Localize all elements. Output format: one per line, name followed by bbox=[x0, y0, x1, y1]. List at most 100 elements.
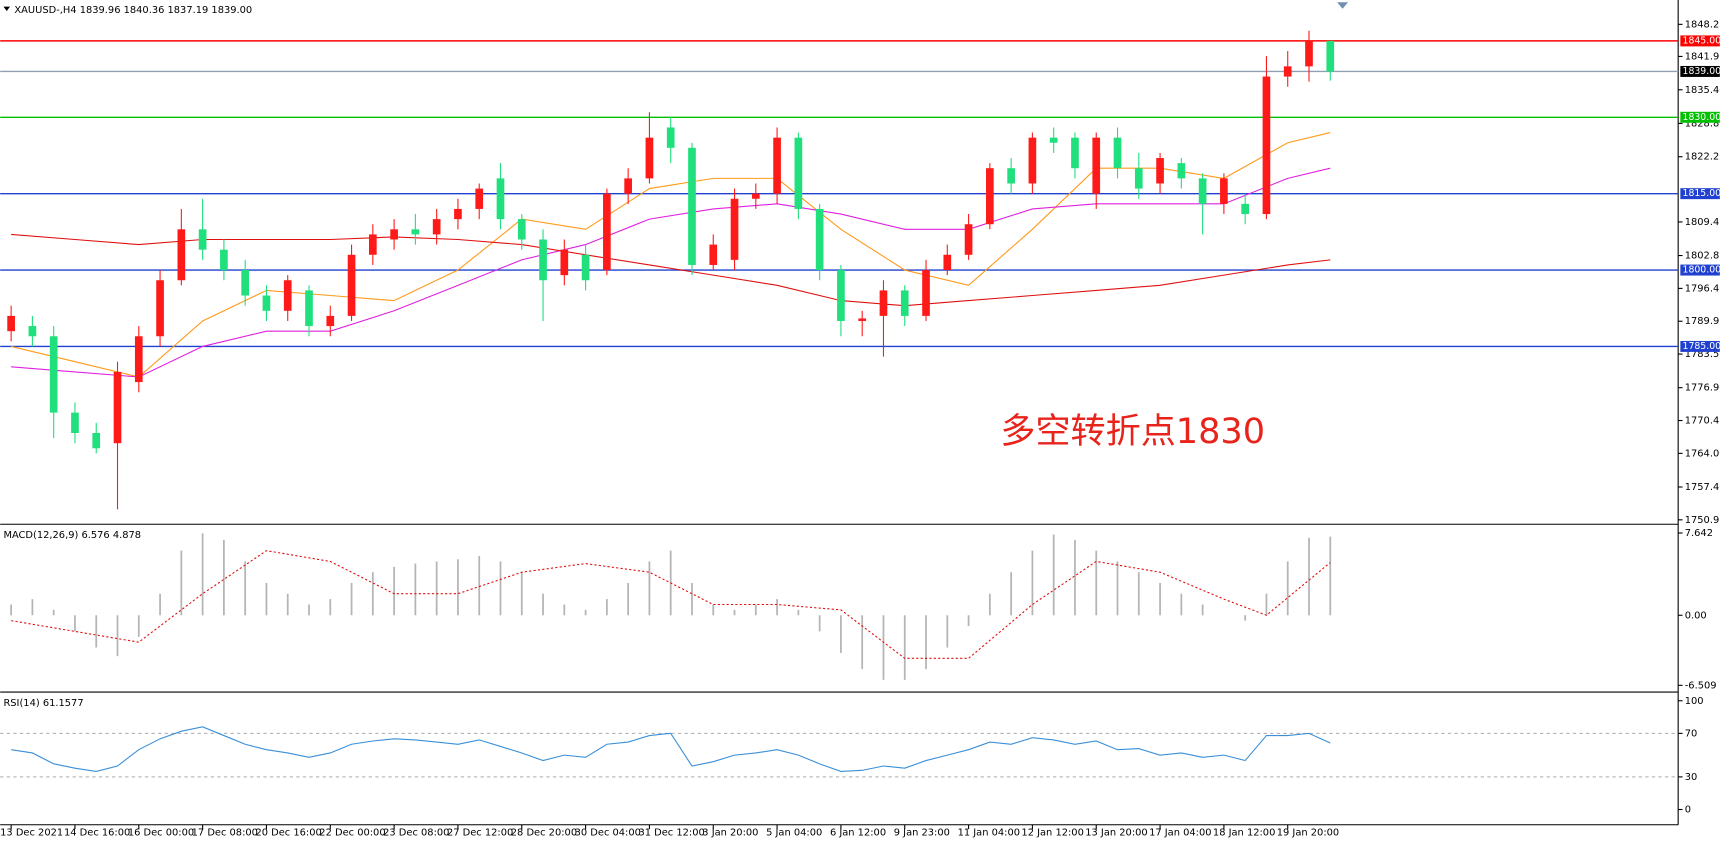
candle-body bbox=[92, 433, 101, 449]
candle-body bbox=[837, 270, 845, 321]
level-label-box bbox=[1680, 340, 1720, 352]
candle-body bbox=[794, 137, 803, 209]
candle-body bbox=[220, 249, 228, 271]
candle-body bbox=[900, 290, 909, 316]
moving-average bbox=[11, 167, 1331, 378]
candle-body bbox=[305, 290, 313, 327]
y-tick-label: 30 bbox=[1685, 772, 1698, 783]
x-tick-label: 22 Dec 00:00 bbox=[319, 827, 385, 838]
candle-body bbox=[475, 188, 484, 209]
candle-body bbox=[815, 208, 824, 271]
candle-body bbox=[1305, 40, 1313, 67]
y-tick-label: 1750.95 bbox=[1685, 515, 1720, 526]
x-tick-label: 17 Jan 04:00 bbox=[1149, 827, 1211, 838]
level-label: 1785.00 bbox=[1683, 341, 1720, 352]
candle-body bbox=[666, 127, 675, 148]
level-label-box bbox=[1680, 35, 1720, 47]
candle-body bbox=[773, 137, 781, 194]
y-tick-label: 1835.40 bbox=[1685, 85, 1720, 96]
candle-body bbox=[1177, 163, 1186, 179]
candle-body bbox=[1007, 168, 1015, 184]
candle-body bbox=[709, 244, 718, 265]
candle-body bbox=[1134, 168, 1143, 189]
candle-body bbox=[326, 315, 335, 327]
candle-body bbox=[1092, 137, 1101, 194]
x-tick-label: 11 Jan 04:00 bbox=[958, 827, 1020, 838]
x-tick-label: 23 Dec 08:00 bbox=[383, 827, 449, 838]
x-tick-label: 12 Jan 12:00 bbox=[1021, 827, 1083, 838]
y-tick-label: 1776.90 bbox=[1685, 383, 1720, 394]
level-label: 1845.00 bbox=[1683, 35, 1720, 46]
candle-body bbox=[560, 249, 569, 276]
candle-body bbox=[1028, 137, 1037, 184]
x-tick-label: 6 Jan 12:00 bbox=[830, 827, 886, 838]
candle-body bbox=[411, 229, 420, 235]
candle-body bbox=[113, 371, 122, 444]
y-tick-label: 1822.25 bbox=[1685, 152, 1720, 163]
candle-body bbox=[241, 270, 250, 296]
x-tick-label: 19 Jan 20:00 bbox=[1277, 827, 1339, 838]
panel-title: MACD(12,26,9) 6.576 4.878 bbox=[3, 530, 141, 541]
x-tick-label: 18 Jan 12:00 bbox=[1213, 827, 1275, 838]
rsi-line bbox=[11, 726, 1331, 773]
candle-body bbox=[283, 280, 292, 311]
candle-body bbox=[1198, 178, 1207, 204]
y-tick-label: 0.00 bbox=[1685, 610, 1707, 621]
x-tick-label: 5 Jan 04:00 bbox=[766, 827, 822, 838]
candle-body bbox=[177, 229, 186, 281]
y-tick-label: 1848.25 bbox=[1685, 19, 1720, 30]
level-label: 1830.00 bbox=[1683, 112, 1720, 123]
level-label-box bbox=[1680, 264, 1720, 276]
level-label-box bbox=[1680, 188, 1720, 200]
y-tick-label: 1783.50 bbox=[1685, 349, 1720, 360]
x-tick-label: 17 Dec 08:00 bbox=[192, 827, 258, 838]
y-tick-label: 7.642 bbox=[1685, 528, 1713, 539]
shift-marker bbox=[1337, 2, 1349, 9]
candle-body bbox=[624, 178, 632, 194]
y-tick-label: 70 bbox=[1685, 728, 1698, 739]
level-label: 1800.00 bbox=[1683, 265, 1720, 276]
candle-body bbox=[347, 254, 356, 316]
candle-body bbox=[28, 326, 37, 337]
candle-body bbox=[517, 219, 526, 240]
candle-body bbox=[1241, 203, 1250, 215]
candle-body bbox=[964, 224, 973, 255]
x-tick-label: 13 Dec 2021 bbox=[0, 827, 63, 838]
level-label-box bbox=[1680, 65, 1720, 77]
level-label: 1815.00 bbox=[1683, 188, 1720, 199]
annotation: 多空转折点1830 bbox=[1000, 411, 1265, 452]
x-tick-label: 16 Dec 00:00 bbox=[128, 827, 194, 838]
candle-body bbox=[390, 229, 398, 240]
candle-body bbox=[645, 137, 654, 179]
candle-body bbox=[986, 168, 994, 225]
candle-body bbox=[539, 239, 547, 281]
candle-body bbox=[858, 318, 867, 321]
candle-body bbox=[730, 198, 739, 260]
candle-body bbox=[688, 147, 696, 265]
candle-body bbox=[1220, 178, 1228, 204]
candle-body bbox=[496, 178, 505, 220]
y-tick-label: 1764.00 bbox=[1685, 448, 1720, 459]
y-tick-label: 1841.95 bbox=[1685, 51, 1720, 62]
candle-body bbox=[7, 315, 15, 332]
candle-body bbox=[71, 412, 79, 434]
y-tick-label: 1789.95 bbox=[1685, 316, 1720, 327]
candle-body bbox=[134, 336, 143, 383]
candle-body bbox=[432, 219, 441, 235]
candle-body bbox=[922, 270, 930, 316]
level-label-box bbox=[1680, 111, 1720, 123]
candle-body bbox=[1262, 76, 1271, 215]
y-tick-label: 1828.80 bbox=[1685, 118, 1720, 129]
y-tick-label: 1770.45 bbox=[1685, 416, 1720, 427]
panel-title: XAUUSD-,H4 1839.96 1840.36 1837.19 1839.… bbox=[14, 5, 252, 16]
candle-body bbox=[1326, 40, 1335, 72]
x-tick-label: 30 Dec 04:00 bbox=[575, 827, 641, 838]
y-tick-label: 1802.85 bbox=[1685, 251, 1720, 262]
y-tick-label: 1809.45 bbox=[1685, 217, 1720, 228]
x-tick-label: 3 Jan 20:00 bbox=[702, 827, 758, 838]
x-tick-label: 9 Jan 23:00 bbox=[894, 827, 950, 838]
candle-body bbox=[1049, 137, 1058, 143]
candle-body bbox=[581, 254, 590, 281]
candle-body bbox=[1113, 137, 1122, 169]
